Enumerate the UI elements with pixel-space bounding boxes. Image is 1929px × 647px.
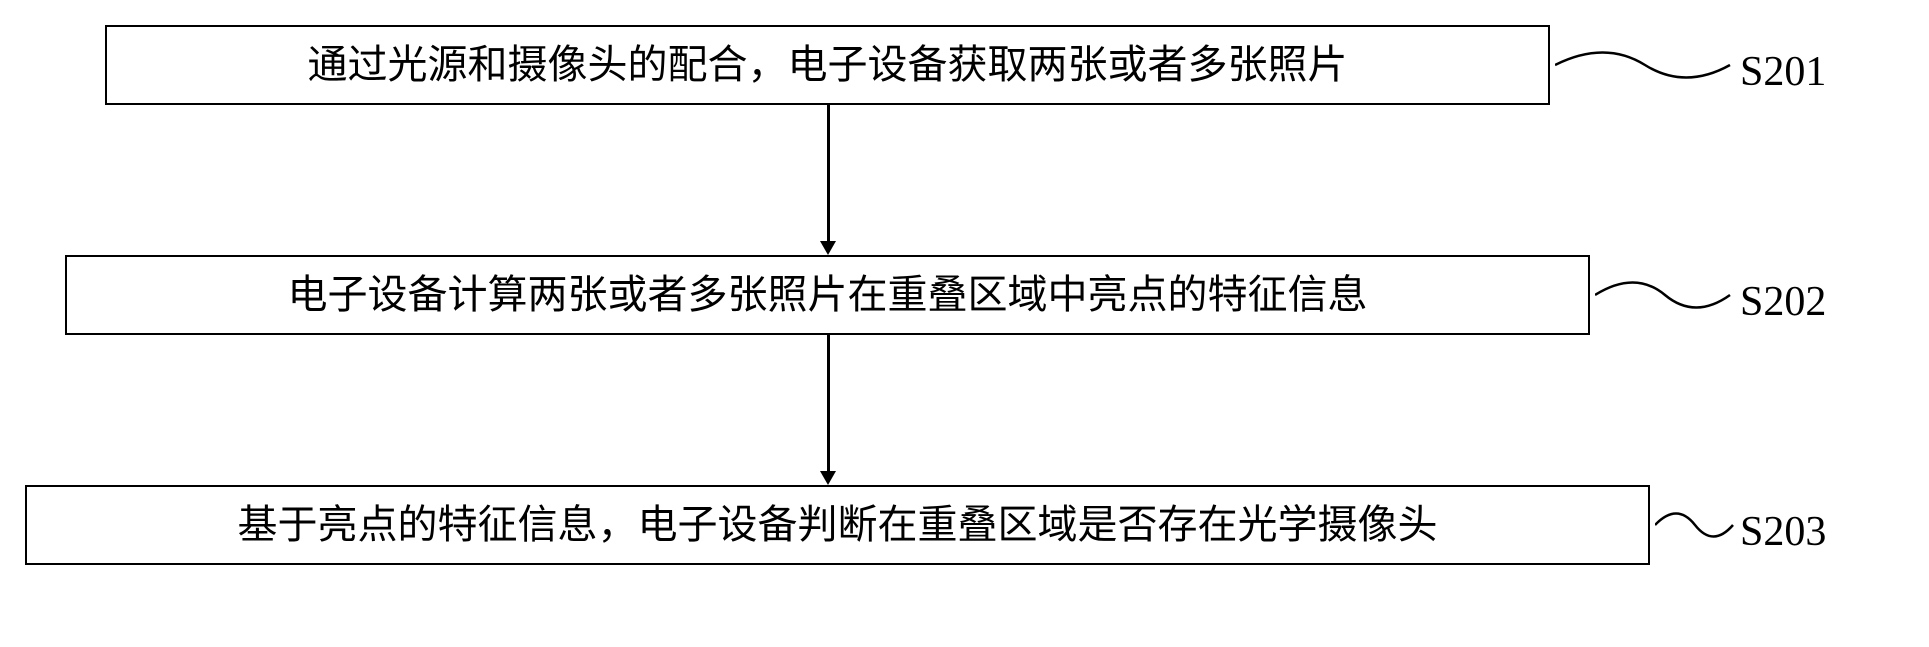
flow-step-2-text: 电子设备计算两张或者多张照片在重叠区域中亮点的特征信息	[288, 267, 1368, 323]
arrow-2-3	[827, 335, 830, 473]
flow-step-1-text: 通过光源和摄像头的配合，电子设备获取两张或者多张照片	[308, 37, 1348, 93]
step-label-3: S203	[1740, 508, 1826, 556]
arrow-head-1-2	[820, 241, 836, 255]
arrow-head-2-3	[820, 471, 836, 485]
flow-step-2: 电子设备计算两张或者多张照片在重叠区域中亮点的特征信息	[65, 255, 1590, 335]
step-label-2: S202	[1740, 278, 1826, 326]
arrow-1-2	[827, 105, 830, 243]
flow-step-3: 基于亮点的特征信息，电子设备判断在重叠区域是否存在光学摄像头	[25, 485, 1650, 565]
flow-step-3-text: 基于亮点的特征信息，电子设备判断在重叠区域是否存在光学摄像头	[238, 497, 1438, 553]
connector-curve-1	[1555, 48, 1735, 88]
flow-step-1: 通过光源和摄像头的配合，电子设备获取两张或者多张照片	[105, 25, 1550, 105]
connector-curve-3	[1655, 508, 1735, 548]
flowchart-container: 通过光源和摄像头的配合，电子设备获取两张或者多张照片 S201 电子设备计算两张…	[0, 0, 1929, 647]
step-label-1: S201	[1740, 48, 1826, 96]
connector-curve-2	[1595, 278, 1735, 318]
